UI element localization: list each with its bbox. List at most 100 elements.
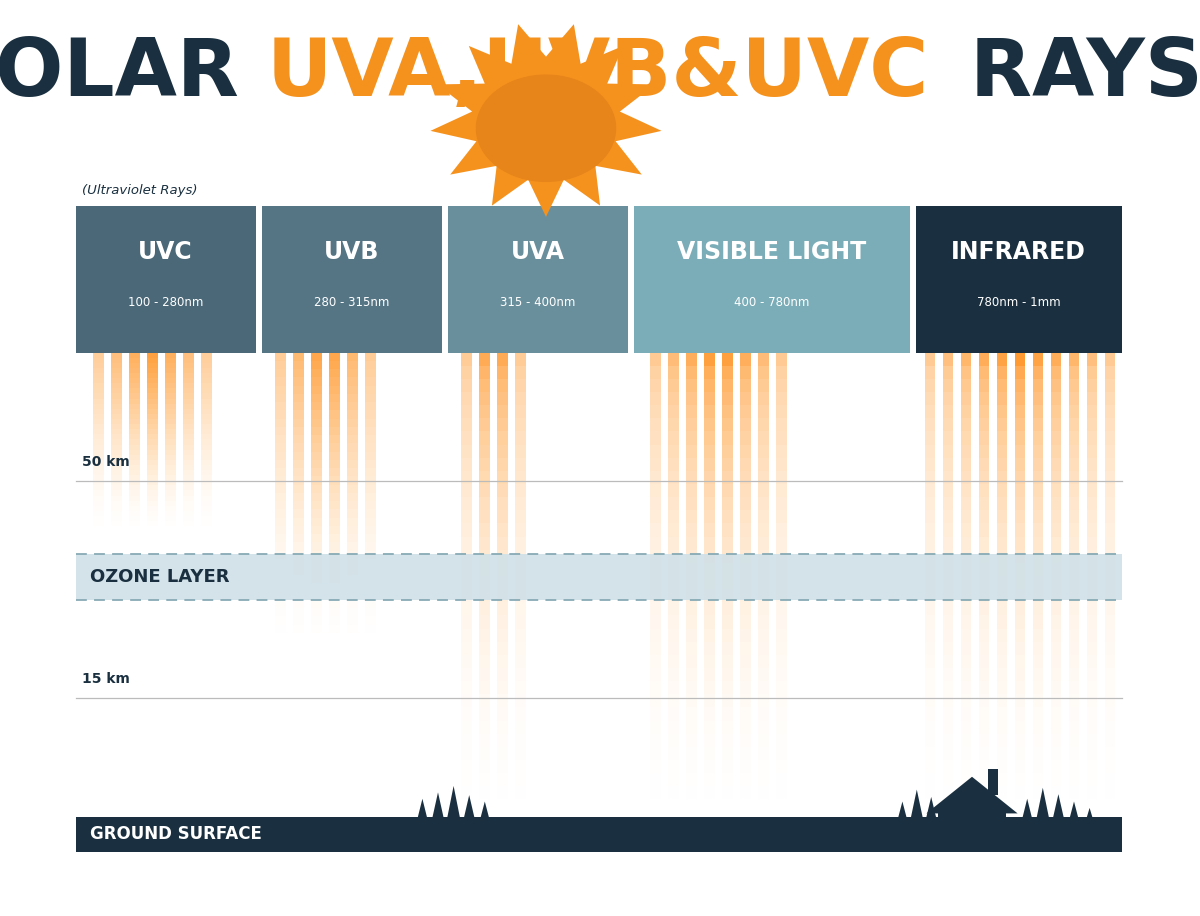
Bar [365,534,377,542]
Bar [997,747,1008,760]
Bar [739,668,751,682]
Bar [650,786,661,800]
Bar [722,576,732,589]
Bar [276,542,287,551]
Bar [650,550,661,562]
Bar [1033,353,1044,365]
Bar [94,353,104,358]
Bar [130,465,139,470]
Polygon shape [926,777,1018,813]
Bar [758,510,769,523]
Bar [312,435,323,443]
Bar [650,694,661,707]
Bar [329,534,341,542]
Bar [739,550,751,562]
Bar [148,470,158,475]
Bar [1051,694,1062,707]
Bar [722,379,732,392]
Bar [1015,562,1026,576]
Bar [1105,655,1116,668]
Bar [200,414,211,419]
Bar [668,523,679,537]
Bar [348,625,358,633]
Bar [668,760,679,773]
Bar [498,721,509,734]
Bar [148,378,158,383]
Bar [164,516,175,521]
Bar [312,452,323,460]
Bar [130,516,139,521]
Bar [312,443,323,452]
Bar [329,468,341,476]
Bar [776,444,787,458]
Bar [293,419,305,427]
Text: 50 km: 50 km [82,455,130,469]
Bar [686,694,696,707]
Bar [329,452,341,460]
Bar [348,410,358,419]
Bar [365,377,377,386]
Bar [148,454,158,460]
Bar [516,734,526,747]
Bar [276,427,287,435]
Bar [704,603,715,616]
Bar [276,625,287,633]
Bar [979,721,989,734]
Bar [94,383,104,388]
Bar [329,559,341,567]
Bar [516,550,526,562]
Bar [200,516,211,521]
Bar [293,509,305,518]
Bar [276,592,287,600]
Bar [739,655,751,668]
Bar [722,458,732,471]
Bar [722,392,732,405]
Bar [686,603,696,616]
Bar [148,419,158,424]
Bar [1105,760,1116,773]
Bar [112,470,122,475]
Bar [516,655,526,668]
Bar [312,518,323,526]
Bar [704,616,715,628]
Bar [722,510,732,523]
Bar [148,490,158,496]
Bar [462,682,473,694]
Bar [348,468,358,476]
Bar [704,444,715,458]
Bar [776,721,787,734]
Bar [480,523,491,537]
Bar [979,603,989,616]
Bar [776,628,787,642]
Bar [148,440,158,444]
Bar [276,443,287,452]
Bar [925,510,936,523]
Bar [1087,365,1098,379]
Bar [1105,628,1116,642]
Bar [329,419,341,427]
Bar [997,353,1008,365]
Bar [498,773,509,786]
Bar [462,550,473,562]
Bar [480,431,491,444]
Bar [1105,721,1116,734]
Bar [961,523,972,537]
Bar [650,589,661,603]
Bar [704,773,715,786]
Bar [130,353,139,358]
Bar [686,576,696,589]
Text: UVA: UVA [511,240,565,264]
Bar [276,410,287,419]
Bar [758,497,769,510]
Bar [276,485,287,493]
Bar [1105,562,1116,576]
Bar [182,368,194,373]
Bar [961,537,972,550]
Bar [312,534,323,542]
Bar [462,392,473,405]
Bar [182,521,194,526]
Bar [1015,589,1026,603]
Bar [498,444,509,458]
Bar [943,616,954,628]
Bar [130,424,139,430]
